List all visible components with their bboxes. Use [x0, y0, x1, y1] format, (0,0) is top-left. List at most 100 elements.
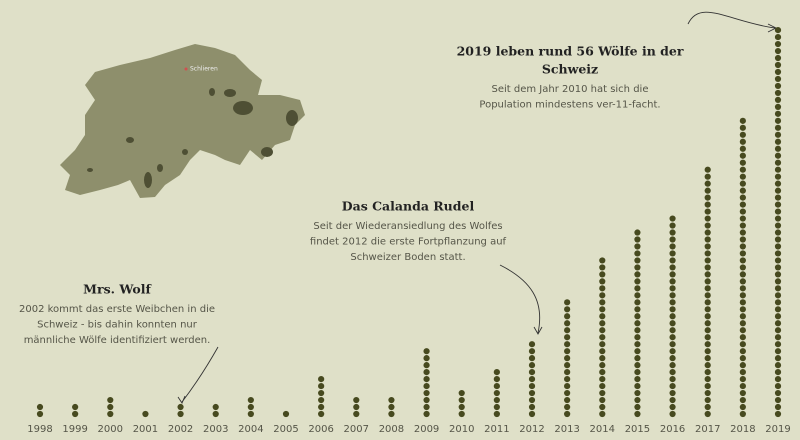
dot [774, 145, 782, 152]
dot-column [528, 341, 536, 418]
dot [774, 376, 782, 383]
dot [774, 257, 782, 264]
x-tick-label: 2005 [273, 424, 298, 435]
dot [423, 396, 430, 404]
arrow [177, 395, 186, 404]
dot-column [458, 389, 465, 418]
dot-column [388, 396, 395, 418]
annotation-text: Schweiz - bis dahin konnten nur [37, 320, 198, 331]
dot [318, 376, 325, 383]
x-tick-label: 2002 [168, 424, 193, 435]
x-tick-label: 2000 [98, 424, 123, 435]
dot [493, 382, 500, 390]
dot-column [423, 348, 430, 418]
dot [704, 201, 711, 208]
dot [564, 341, 571, 348]
dot [669, 250, 676, 257]
dot [282, 410, 290, 418]
dot [669, 229, 676, 236]
dot [634, 306, 641, 313]
dot [177, 410, 184, 418]
dot [739, 348, 746, 355]
dot [564, 327, 571, 334]
dot [774, 96, 782, 103]
dot [739, 334, 746, 341]
x-tick-label: 2014 [590, 424, 615, 435]
dot [634, 313, 641, 320]
dot [318, 410, 325, 418]
dot-column [669, 215, 676, 418]
dot [774, 180, 782, 187]
dot [599, 285, 606, 292]
dot [704, 271, 711, 278]
dot [669, 243, 676, 250]
dot [739, 138, 746, 145]
dot [528, 396, 536, 404]
x-tick-label: 2004 [238, 424, 263, 435]
dot [669, 369, 676, 376]
dot [739, 173, 746, 180]
dot [528, 341, 536, 348]
dot [423, 403, 430, 411]
dot [599, 313, 606, 320]
dot [704, 278, 711, 285]
dot [107, 403, 114, 411]
arrow [687, 11, 776, 29]
dot [704, 376, 711, 383]
dot [528, 410, 536, 418]
x-tick-label: 2017 [695, 424, 720, 435]
dot [774, 110, 782, 117]
dot [669, 362, 676, 369]
dot [564, 403, 571, 411]
annotation-text: findet 2012 die erste Fortpflanzung auf [310, 237, 507, 248]
dot [318, 396, 325, 404]
dot [739, 159, 746, 166]
dot [774, 410, 782, 418]
x-tick-label: 2015 [625, 424, 650, 435]
dot-column [564, 299, 571, 418]
dot [739, 222, 746, 229]
dot [739, 201, 746, 208]
dot [599, 320, 606, 327]
dot [634, 382, 641, 390]
dot [564, 320, 571, 327]
dot-column [247, 396, 254, 418]
annotation-text: Seit dem Jahr 2010 hat sich die [492, 84, 649, 95]
dot [774, 47, 782, 55]
dot [704, 327, 711, 334]
dot [564, 313, 571, 320]
dot [739, 229, 746, 236]
dot [704, 299, 711, 306]
switzerland-map [60, 44, 305, 198]
dot [774, 369, 782, 376]
dot [423, 410, 430, 418]
dot [669, 334, 676, 341]
dot [774, 236, 782, 243]
dot [739, 208, 746, 215]
dot [739, 187, 746, 194]
dot [774, 124, 782, 131]
dot [247, 410, 254, 418]
dot [458, 389, 465, 397]
dot [774, 152, 782, 159]
dot-column [107, 396, 114, 418]
dot [599, 341, 606, 348]
dot [774, 222, 782, 229]
dot [599, 410, 606, 418]
dot [599, 376, 606, 383]
dot [704, 208, 711, 215]
dot [774, 348, 782, 355]
dot [599, 257, 606, 264]
dot [423, 362, 430, 369]
dot [739, 313, 746, 320]
dot [774, 159, 782, 166]
dot [599, 389, 606, 397]
dot [739, 131, 746, 138]
dot [388, 396, 395, 404]
dot [704, 166, 711, 173]
dot [353, 396, 360, 404]
dot [72, 403, 79, 411]
dot [774, 215, 782, 222]
x-tick-label: 2019 [765, 424, 790, 435]
dot [774, 194, 782, 201]
